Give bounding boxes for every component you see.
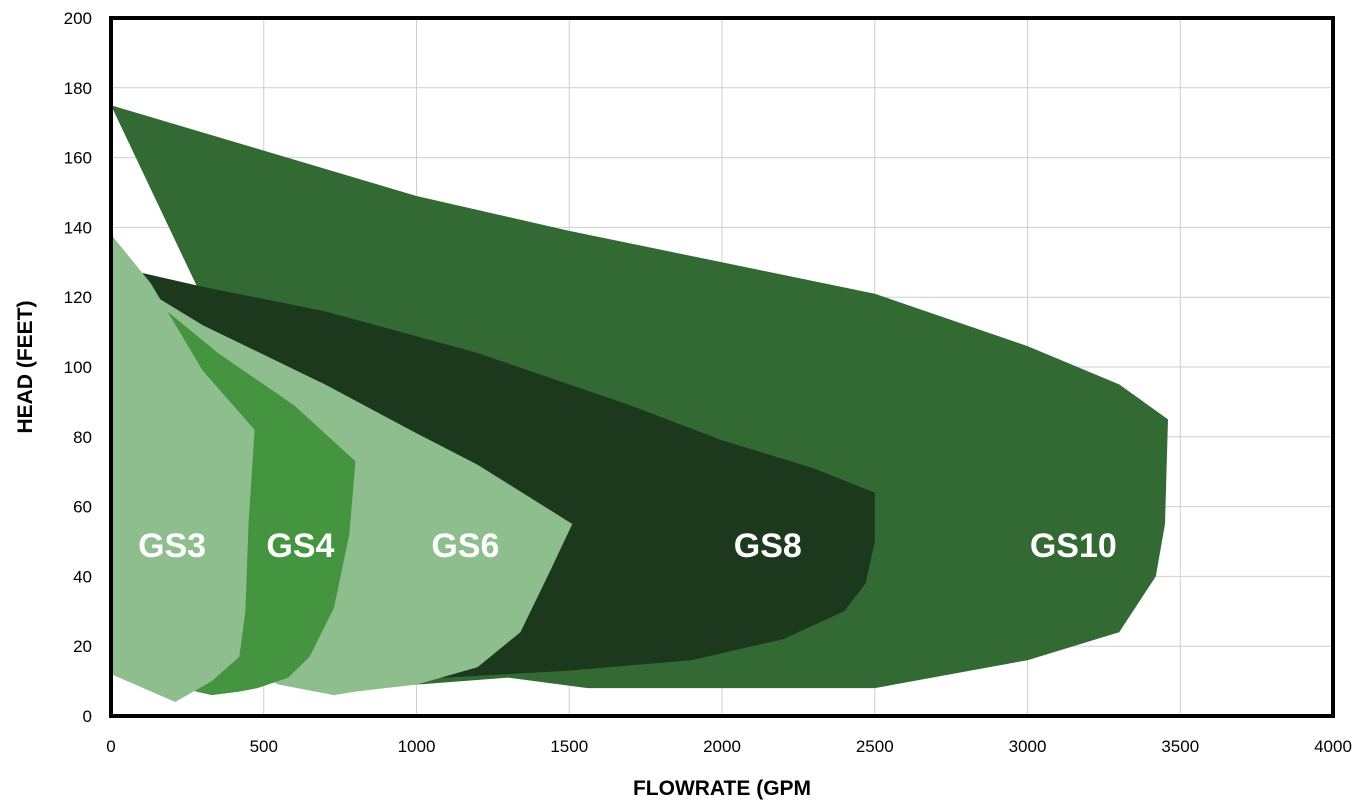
y-tick-labels: 0 20 40 60 80 100 120 140 160 180 200 (64, 9, 92, 726)
label-gs10: GS10 (1030, 527, 1117, 565)
y-tick-60: 60 (73, 498, 92, 517)
x-tick-2000: 2000 (703, 737, 741, 756)
y-tick-200: 200 (64, 9, 92, 28)
x-tick-labels: 0 500 1000 1500 2000 2500 3000 3500 4000 (106, 737, 1352, 756)
y-tick-80: 80 (73, 428, 92, 447)
label-gs4: GS4 (266, 527, 334, 565)
label-gs6: GS6 (431, 527, 499, 565)
x-axis-title: FLOWRATE (GPM (633, 777, 811, 800)
y-tick-100: 100 (64, 358, 92, 377)
y-tick-140: 140 (64, 218, 92, 237)
x-tick-1000: 1000 (398, 737, 436, 756)
series-areas (111, 105, 1168, 702)
x-tick-2500: 2500 (856, 737, 894, 756)
x-tick-3000: 3000 (1009, 737, 1047, 756)
x-tick-1500: 1500 (550, 737, 588, 756)
series-labels: GS10 GS8 GS6 GS4 GS3 (138, 527, 1117, 565)
y-axis-title: HEAD (FEET) (14, 301, 37, 434)
area-gs3 (111, 234, 255, 702)
y-tick-120: 120 (64, 288, 92, 307)
x-tick-4000: 4000 (1314, 737, 1352, 756)
x-tick-500: 500 (250, 737, 278, 756)
y-tick-160: 160 (64, 149, 92, 168)
label-gs8: GS8 (734, 527, 802, 565)
y-tick-0: 0 (83, 707, 92, 726)
y-tick-180: 180 (64, 79, 92, 98)
y-tick-20: 20 (73, 637, 92, 656)
x-tick-3500: 3500 (1161, 737, 1199, 756)
x-tick-0: 0 (106, 737, 115, 756)
y-tick-40: 40 (73, 567, 92, 586)
plot-frame (109, 16, 1335, 718)
label-gs3: GS3 (138, 527, 206, 565)
